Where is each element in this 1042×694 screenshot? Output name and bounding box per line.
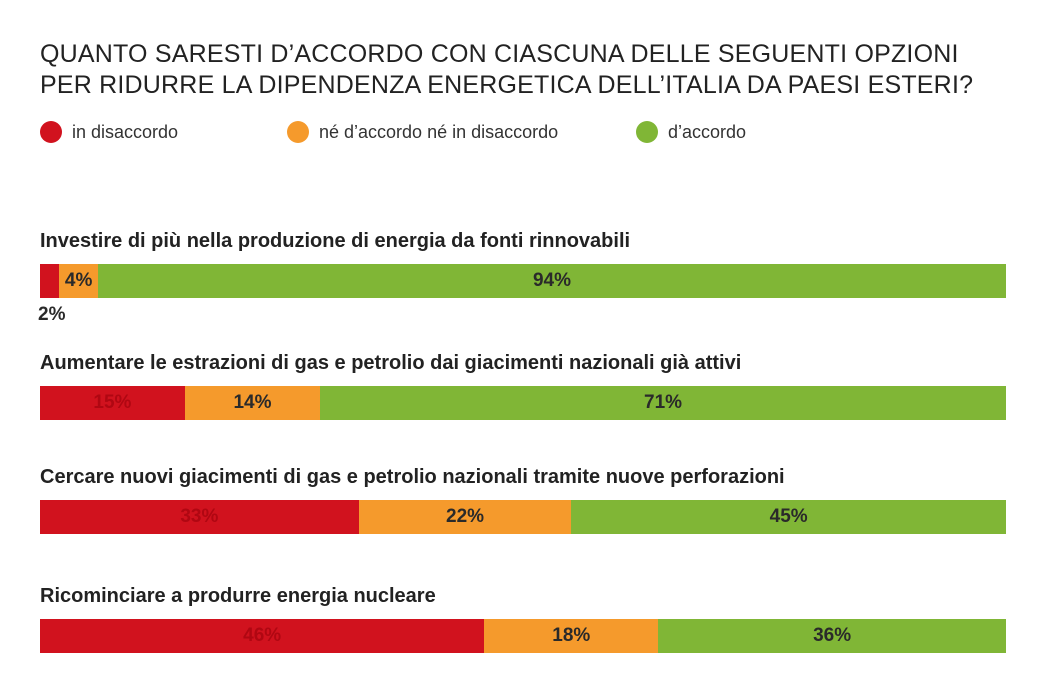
bar-segment-agree: 94% — [97, 264, 1006, 298]
bar-row: Aumentare le estrazioni di gas e petroli… — [40, 348, 1006, 420]
stacked-bar: 46% 18% 36% — [40, 619, 1006, 653]
bar-segment-neutral: 14% — [184, 386, 321, 420]
category-label: Investire di più nella produzione di ene… — [40, 230, 631, 252]
legend-label-disagree: in disaccordo — [72, 121, 179, 142]
stacked-bar: 15% 14% 71% — [40, 386, 1006, 420]
bar-segment-disagree — [40, 264, 60, 298]
bar-segment-agree: 71% — [320, 386, 1006, 420]
bar-segment-disagree: 33% — [40, 500, 359, 534]
bar-segment-disagree: 15% — [40, 386, 185, 420]
data-label-neutral: 14% — [233, 392, 272, 413]
data-label-neutral: 4% — [64, 270, 93, 291]
category-label: Ricominciare a produrre energia nucleare — [40, 585, 436, 607]
bar-row: Cercare nuovi giacimenti di gas e petrol… — [40, 462, 1006, 534]
data-label-disagree: 46% — [243, 625, 282, 646]
data-label-neutral: 22% — [446, 506, 485, 527]
category-label: Cercare nuovi giacimenti di gas e petrol… — [40, 466, 785, 488]
chart-title-line-1: QUANTO SARESTI D’ACCORDO CON CIASCUNA DE… — [40, 39, 959, 68]
data-label-agree: 71% — [644, 392, 683, 413]
bar-row: Ricominciare a produrre energia nucleare… — [40, 581, 1006, 653]
legend-item-disagree: in disaccordo — [40, 118, 178, 146]
chart-legend: in disaccordo né d’accordo né in disacco… — [40, 118, 1000, 148]
data-label-disagree: 2% — [38, 304, 66, 325]
stacked-bar: 4% 94% 2% — [38, 264, 1006, 325]
bar-row: Investire di più nella produzione di ene… — [38, 226, 1006, 325]
stacked-bar: 33% 22% 45% — [40, 500, 1006, 534]
chart-title: QUANTO SARESTI D’ACCORDO CON CIASCUNA DE… — [40, 39, 1030, 101]
bar-segment-agree: 45% — [571, 500, 1006, 534]
legend-item-agree: d’accordo — [636, 118, 746, 146]
data-label-disagree: 15% — [93, 392, 132, 413]
legend-swatch-agree — [636, 121, 658, 143]
bar-segment-neutral: 22% — [358, 500, 572, 534]
data-label-disagree: 33% — [180, 506, 219, 527]
chart-title-line-2: PER RIDURRE LA DIPENDENZA ENERGETICA DEL… — [40, 70, 974, 99]
category-label: Aumentare le estrazioni di gas e petroli… — [40, 352, 742, 374]
bar-segment-agree: 36% — [658, 619, 1006, 653]
legend-label-neutral: né d’accordo né in disaccordo — [319, 121, 559, 142]
bar-segment-neutral: 18% — [484, 619, 659, 653]
bar-segment-disagree: 46% — [40, 619, 485, 653]
data-label-agree: 94% — [532, 270, 571, 291]
data-label-agree: 36% — [813, 625, 852, 646]
legend-label-agree: d’accordo — [668, 121, 747, 142]
bar-segment-neutral: 4% — [59, 264, 98, 298]
legend-swatch-disagree — [40, 121, 62, 143]
legend-swatch-neutral — [287, 121, 309, 143]
data-label-agree: 45% — [769, 506, 808, 527]
data-label-neutral: 18% — [552, 625, 591, 646]
legend-item-neutral: né d’accordo né in disaccordo — [287, 118, 558, 146]
